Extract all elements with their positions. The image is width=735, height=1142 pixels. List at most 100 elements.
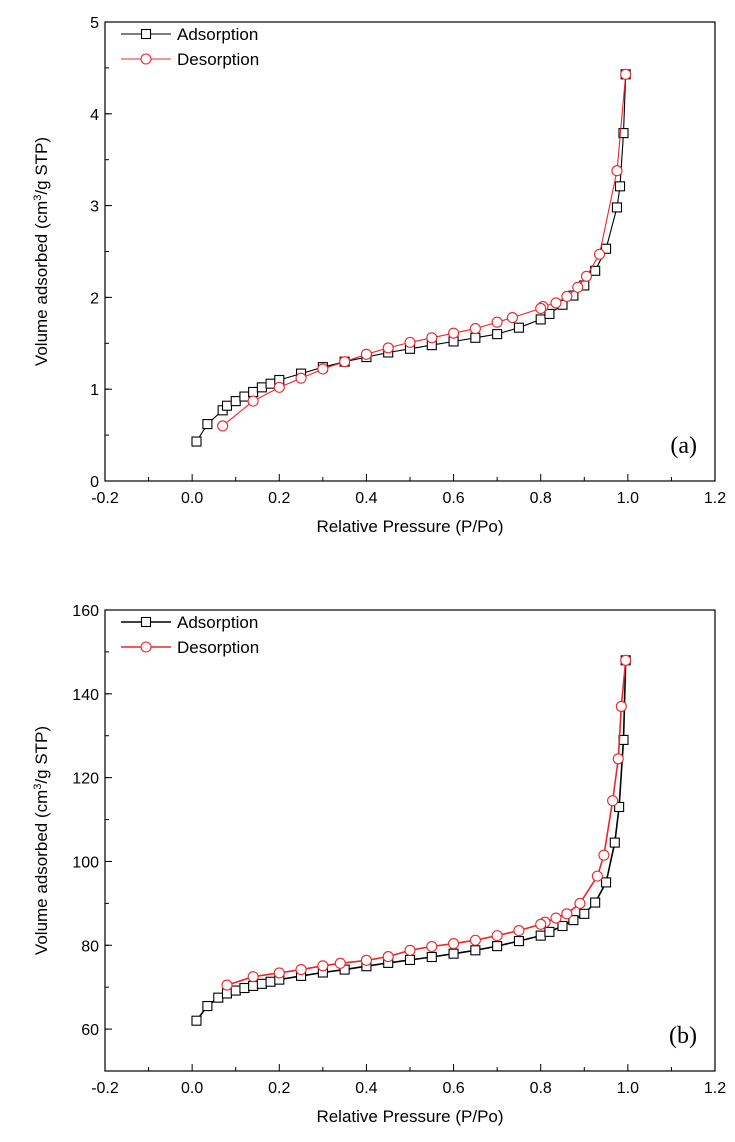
data-point-adsorption [265,378,276,389]
data-point-desorption [550,912,562,924]
data-point-adsorption [191,436,202,447]
data-point-desorption [574,897,586,909]
data-point-desorption [404,336,416,348]
data-point-adsorption [202,1000,213,1012]
data-point-adsorption [230,396,241,407]
data-point-adsorption [513,322,524,333]
x-axis-title: Relative Pressure (P/Po) [316,517,503,536]
panel-label: (a) [670,433,697,459]
x-tick-label: 1.0 [617,1080,639,1097]
data-point-desorption [598,849,610,861]
data-point-adsorption [256,382,267,393]
data-point-desorption [382,951,394,963]
x-tick-label: 0.0 [181,1080,203,1097]
data-point-desorption [607,795,619,807]
data-point-desorption [469,323,481,335]
legend-label: Adsorption [177,613,258,632]
data-point-desorption [247,971,259,983]
data-point-desorption [611,165,623,177]
y-axis-title: Volume adsorbed (cm3/g STP) [32,137,51,366]
x-tick-label: 0.2 [268,490,290,507]
chart-panel-b: -0.2 0.0 0.2 0.4 0.6 0.8 1.0 1.2 60 80 100 120 140 16… [32,603,726,1126]
data-point-desorption [469,934,481,946]
legend-marker-square [140,616,152,628]
data-point-desorption [513,925,525,937]
y-tick-label: 5 [90,15,99,32]
data-point-adsorption [239,982,250,994]
y-tick-label: 60 [81,1022,99,1039]
data-point-desorption [448,327,460,339]
data-point-adsorption [191,1015,202,1026]
y-axis-title: Volume adsorbed (cm3/g STP) [32,726,51,955]
data-point-desorption [334,957,346,969]
x-tick-label: 0.2 [268,1080,290,1097]
data-point-adsorption [248,386,259,398]
data-point-desorption [615,700,627,712]
y-axis-title-main: Volume adsorbed (cm [32,790,51,955]
data-point-desorption [448,938,460,950]
data-point-desorption [217,420,229,432]
x-tick-label: 0.4 [355,1080,377,1097]
y-tick-label: 0 [90,474,99,491]
legend-label: Desorption [177,50,259,69]
data-point-adsorption [609,837,620,848]
panel-label: (b) [669,1023,697,1049]
data-point-adsorption [513,936,524,947]
x-tick-label: 0.8 [530,490,552,507]
data-point-adsorption [535,314,546,325]
legend-marker-circle [140,641,152,653]
x-tick-label: 0.6 [442,1080,464,1097]
y-tick-label: 4 [90,107,99,124]
data-point-adsorption [611,202,623,213]
data-point-adsorption [601,877,612,888]
data-point-desorption [550,297,562,309]
y-axis-title-rest: /g STP) [32,726,51,784]
x-tick-label: 0.8 [530,1080,552,1097]
x-axis-title: Relative Pressure (P/Po) [316,1107,503,1126]
chart-panel-a: -0.2 0.0 0.2 0.4 0.6 0.8 1.0 1.2 0 1 2 3 4 5 Relative … [32,15,726,536]
data-point-adsorption [256,978,267,989]
data-point-adsorption [239,391,250,402]
data-point-desorption [620,68,632,80]
data-point-desorption [506,312,518,324]
data-point-adsorption [557,920,568,932]
y-axis-title-superscript: 3 [32,784,44,790]
data-point-desorption [591,870,603,882]
data-point-desorption [247,395,259,407]
data-point-adsorption [492,329,503,340]
y-tick-label: 120 [72,771,99,788]
data-point-desorption [535,918,547,930]
data-point-adsorption [590,897,601,908]
y-axis-title-main: Volume adsorbed (cm [32,201,51,366]
y-tick-label: 1 [90,382,99,399]
data-point-desorption [382,342,394,354]
x-tick-label: 1.2 [704,490,726,507]
x-tick-label: -0.2 [91,1080,119,1097]
data-point-desorption [273,967,285,979]
data-point-desorption [491,930,503,942]
x-tick-label: 0.6 [442,490,464,507]
data-point-desorption [561,908,573,920]
x-tick-label: 0.4 [355,490,377,507]
data-point-desorption [572,281,584,293]
legend-entry-adsorption: Adsorption [121,613,258,632]
y-tick-label: 140 [72,687,99,704]
data-point-adsorption [470,332,481,343]
data-point-adsorption [492,941,503,952]
data-point-desorption [339,356,351,368]
legend-marker-circle [140,53,152,65]
y-axis-title-rest: /g STP) [32,137,51,195]
data-point-desorption [535,302,547,314]
data-point-desorption [426,940,438,953]
data-point-desorption [273,381,285,393]
data-point-adsorption [221,400,233,411]
legend-label: Desorption [177,638,259,657]
legend-marker-square [140,28,152,40]
plot-frame [104,21,716,482]
data-point-adsorption [579,908,590,919]
data-point-desorption [426,332,438,344]
data-point-adsorption [426,951,437,963]
x-tick-label: 1.2 [704,1080,726,1097]
data-point-desorption [317,960,329,972]
